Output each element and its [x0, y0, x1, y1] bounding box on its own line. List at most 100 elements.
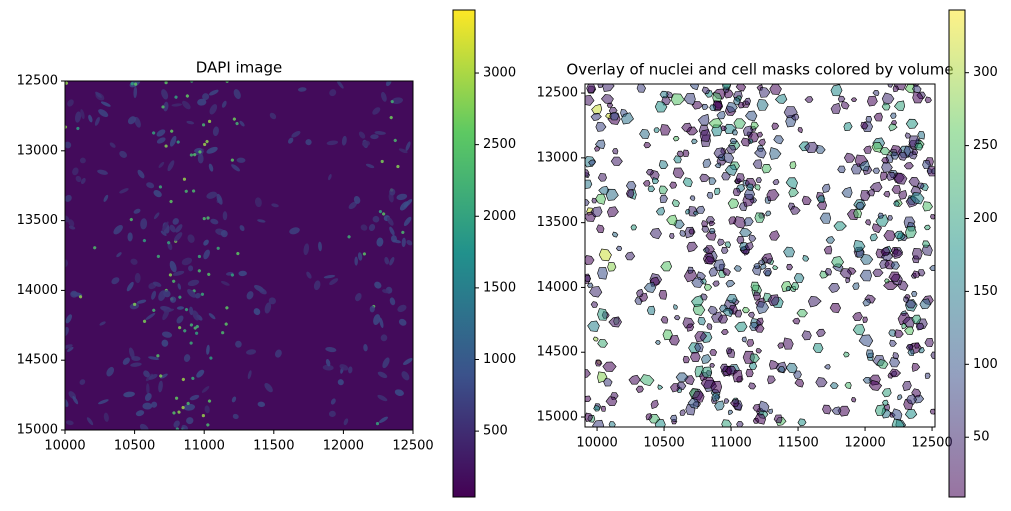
nucleus: [176, 315, 184, 324]
nucleus: [330, 398, 336, 405]
cell-mask: [610, 156, 623, 166]
cell-mask: [911, 362, 921, 372]
nucleus: [68, 225, 76, 230]
axes-frame: [64, 80, 414, 431]
nucleus: [187, 279, 200, 287]
cell-mask: [720, 328, 729, 335]
nucleus: [203, 142, 207, 147]
nucleus: [403, 199, 413, 208]
nucleus: [103, 412, 109, 422]
cell-mask: [880, 246, 891, 256]
cell-mask: [666, 214, 678, 226]
cell-mask: [742, 125, 754, 136]
nucleus: [401, 371, 410, 381]
nucleus: [206, 423, 210, 427]
cell-mask: [753, 262, 761, 269]
cell-mask: [760, 263, 767, 270]
nucleus: [208, 89, 219, 96]
cell-mask: [866, 95, 878, 107]
nucleus: [94, 116, 100, 126]
nucleus: [181, 405, 185, 410]
nucleus: [189, 306, 194, 316]
cell-mask: [904, 409, 918, 419]
nucleus: [239, 120, 245, 127]
nucleus: [401, 237, 406, 248]
nucleus: [181, 257, 193, 266]
cell-mask: [786, 263, 794, 271]
cell-mask: [887, 215, 893, 221]
cell-mask: [890, 261, 900, 270]
cell-mask: [750, 121, 759, 130]
nucleus: [144, 393, 152, 402]
cell-mask: [639, 128, 650, 139]
cell-mask: [646, 305, 656, 316]
nucleus: [169, 199, 173, 204]
nucleus: [203, 249, 210, 260]
nucleus: [169, 135, 177, 147]
cell-mask: [881, 161, 893, 173]
cell-mask: [843, 122, 853, 132]
cell-mask: [904, 132, 911, 139]
cell-mask: [708, 228, 716, 235]
nucleus: [170, 129, 174, 133]
cell-mask: [728, 216, 737, 225]
nucleus: [156, 137, 166, 144]
image-area: [65, 81, 413, 430]
cell-mask: [679, 230, 687, 237]
cell-mask: [891, 408, 903, 421]
cell-mask: [917, 182, 925, 189]
cell-mask: [687, 398, 700, 409]
nucleus: [232, 117, 236, 121]
nucleus: [384, 256, 390, 265]
nucleus: [382, 212, 386, 216]
nucleus: [74, 111, 82, 123]
nucleus: [100, 101, 111, 107]
nucleus: [224, 322, 228, 326]
nucleus: [328, 174, 332, 181]
nucleus: [151, 401, 158, 408]
nucleus: [201, 123, 206, 127]
cell-mask: [852, 311, 863, 322]
cell-mask: [862, 376, 872, 384]
cell-mask: [877, 212, 884, 219]
colorbar-tick-label: 2500: [483, 137, 516, 152]
cell-mask: [794, 378, 805, 388]
cell-mask: [837, 165, 846, 174]
nucleus: [95, 91, 102, 98]
cell-mask: [645, 169, 654, 176]
nucleus: [264, 302, 272, 314]
nucleus: [322, 364, 334, 371]
cell-mask: [910, 191, 925, 205]
nucleus: [131, 356, 141, 362]
cell-mask: [586, 84, 596, 94]
nucleus: [323, 274, 336, 279]
nucleus: [197, 254, 202, 259]
nucleus: [119, 150, 127, 158]
x-tick-label: 12000: [323, 439, 364, 454]
cell-mask: [930, 351, 935, 360]
cell-mask: [591, 103, 603, 115]
cell-mask: [722, 307, 734, 317]
cell-mask: [912, 91, 924, 104]
cell-mask: [655, 340, 661, 345]
colorbar-tick-label: 3000: [483, 66, 516, 81]
cell-mask: [660, 124, 671, 136]
y-tick-label: 13000: [537, 150, 578, 165]
nucleus: [126, 281, 134, 292]
cell-mask: [761, 253, 774, 264]
nucleus: [183, 329, 187, 333]
cell-mask: [914, 142, 924, 151]
image-background: [65, 81, 413, 430]
nucleus: [216, 246, 220, 250]
cell-mask: [872, 268, 884, 278]
nucleus: [106, 366, 115, 377]
cell-mask: [590, 112, 602, 122]
cell-mask: [891, 418, 905, 427]
cell-mask: [744, 241, 754, 251]
nucleus: [181, 424, 188, 430]
nucleus: [348, 366, 353, 374]
cell-mask: [742, 306, 750, 314]
cell-mask: [768, 408, 774, 414]
y-tick-label: 13500: [17, 213, 58, 228]
nucleus: [172, 270, 185, 276]
